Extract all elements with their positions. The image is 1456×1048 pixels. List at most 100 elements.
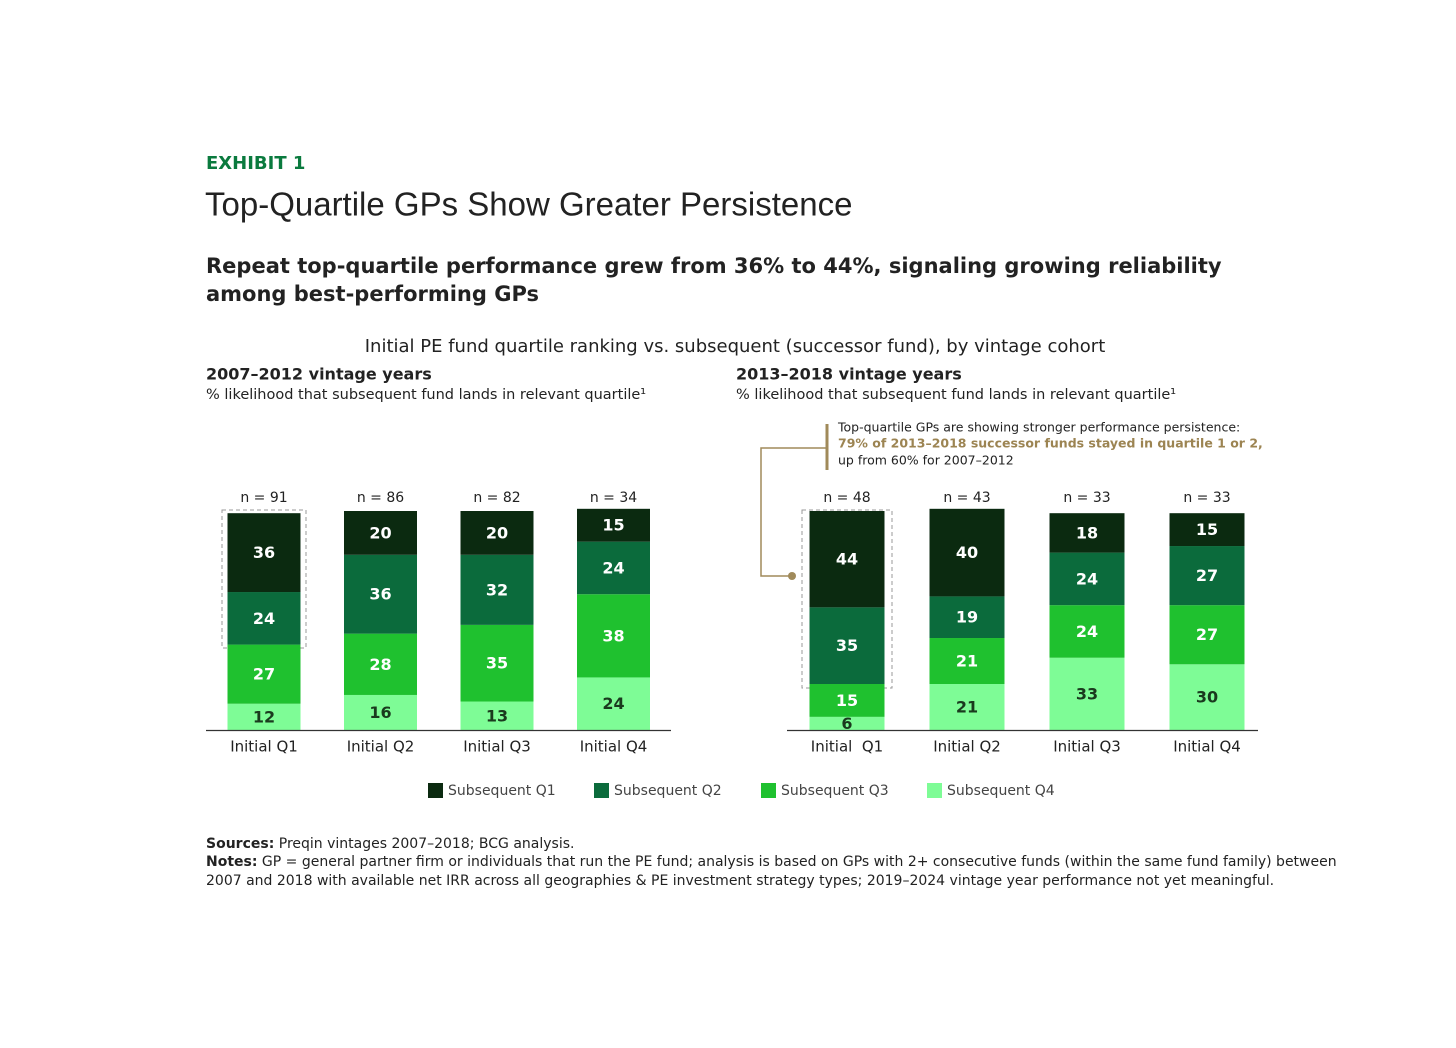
annotation: Top-quartile GPs are showing stronger pe… bbox=[837, 420, 1240, 435]
bar-segment bbox=[1049, 552, 1125, 606]
notes-text: GP = general partner firm or individuals… bbox=[262, 854, 1337, 870]
bar-segment bbox=[344, 554, 417, 634]
bar-segment bbox=[809, 607, 885, 685]
highlight-box bbox=[221, 509, 307, 649]
bar-segment bbox=[460, 511, 534, 555]
data-label: 20 bbox=[486, 523, 508, 542]
data-label: 24 bbox=[253, 609, 275, 628]
bar-segment bbox=[344, 633, 417, 695]
n-label: n = 48 bbox=[823, 490, 870, 506]
bar-segment bbox=[1169, 605, 1245, 665]
bar-segment bbox=[929, 684, 1005, 730]
legend-label: Subsequent Q3 bbox=[781, 783, 889, 799]
chart-title: 2013–2018 vintage years bbox=[736, 365, 962, 384]
bar-segment bbox=[460, 701, 534, 730]
bar-segment bbox=[460, 554, 534, 625]
x-tick-label: Initial Q3 bbox=[463, 738, 531, 756]
n-label: n = 91 bbox=[240, 490, 287, 506]
bar-segment bbox=[577, 508, 650, 542]
annotation: up from 60% for 2007–2012 bbox=[838, 453, 1014, 468]
bar-segment bbox=[577, 594, 650, 678]
data-label: 30 bbox=[1196, 688, 1218, 707]
bar-segment bbox=[1049, 513, 1125, 553]
bar-segment bbox=[344, 511, 417, 555]
chart-subtitle: % likelihood that subsequent fund lands … bbox=[206, 387, 646, 403]
chart-title: 2007–2012 vintage years bbox=[206, 365, 432, 384]
title: Top-Quartile GPs Show Greater Persistenc… bbox=[205, 186, 852, 223]
x-tick-label: Initial Q1 bbox=[811, 738, 883, 756]
data-label: 13 bbox=[486, 706, 508, 725]
subtitle: among best-performing GPs bbox=[206, 282, 539, 306]
bar-segment bbox=[929, 596, 1005, 639]
data-label: 15 bbox=[836, 691, 858, 710]
chart-subtitle: % likelihood that subsequent fund lands … bbox=[736, 387, 1176, 403]
data-label: 44 bbox=[836, 550, 858, 569]
exhibit-label: EXHIBIT 1 bbox=[206, 153, 305, 174]
n-label: n = 82 bbox=[473, 490, 520, 506]
notes-label: Notes: bbox=[206, 854, 257, 870]
data-label: 40 bbox=[956, 543, 978, 562]
data-label: 35 bbox=[836, 636, 858, 655]
data-label: 19 bbox=[956, 608, 978, 627]
bar-segment bbox=[344, 694, 417, 730]
data-label: 24 bbox=[602, 558, 624, 577]
data-label: 24 bbox=[1076, 569, 1098, 588]
x-tick-label: Initial Q2 bbox=[347, 738, 415, 756]
bar-segment bbox=[929, 508, 1005, 597]
bar-segment bbox=[929, 638, 1005, 685]
bar-segment bbox=[577, 677, 650, 730]
bar-segment bbox=[1049, 657, 1125, 730]
data-label: 15 bbox=[602, 516, 624, 535]
bar-segment bbox=[809, 684, 885, 717]
annotation-dot bbox=[788, 572, 796, 580]
bar-segment bbox=[1169, 546, 1245, 606]
x-tick-label: Initial Q2 bbox=[933, 738, 1001, 756]
data-label: 6 bbox=[841, 714, 852, 733]
x-tick-label: Initial Q4 bbox=[580, 738, 648, 756]
bar-segment bbox=[227, 644, 301, 704]
bar-segment bbox=[1169, 664, 1245, 730]
bar-segment bbox=[227, 513, 301, 593]
bar-segment bbox=[809, 511, 885, 608]
bar-segment bbox=[1169, 513, 1245, 547]
data-label: 27 bbox=[253, 665, 275, 684]
data-label: 32 bbox=[486, 580, 508, 599]
sources-text: Preqin vintages 2007–2018; BCG analysis. bbox=[279, 836, 575, 852]
bar-segment bbox=[460, 624, 534, 702]
legend-label: Subsequent Q1 bbox=[448, 783, 556, 799]
data-label: 36 bbox=[369, 585, 391, 604]
legend-label: Subsequent Q4 bbox=[947, 783, 1055, 799]
description: Initial PE fund quartile ranking vs. sub… bbox=[365, 336, 1106, 357]
data-label: 15 bbox=[1196, 520, 1218, 539]
bar-segment bbox=[577, 541, 650, 595]
bar-segment bbox=[227, 592, 301, 645]
notes: Notes: GP = general partner firm or indi… bbox=[206, 854, 1337, 870]
data-label: 35 bbox=[486, 654, 508, 673]
legend-swatch bbox=[761, 783, 776, 798]
subtitle: Repeat top-quartile performance grew fro… bbox=[206, 254, 1222, 278]
notes-text: 2007 and 2018 with available net IRR acr… bbox=[206, 873, 1274, 889]
x-tick-label: Initial Q4 bbox=[1173, 738, 1241, 756]
data-label: 38 bbox=[602, 626, 624, 645]
annotation: 79% of 2013–2018 successor funds stayed … bbox=[838, 436, 1263, 451]
data-label: 21 bbox=[956, 652, 978, 671]
legend-swatch bbox=[428, 783, 443, 798]
data-label: 24 bbox=[602, 694, 624, 713]
data-label: 33 bbox=[1076, 684, 1098, 703]
data-label: 16 bbox=[369, 703, 391, 722]
n-label: n = 34 bbox=[590, 490, 637, 506]
legend-swatch bbox=[594, 783, 609, 798]
bar-segment bbox=[227, 703, 301, 730]
sources-label: Sources: bbox=[206, 836, 274, 852]
bar-segment bbox=[809, 716, 885, 730]
n-label: n = 33 bbox=[1183, 490, 1230, 506]
data-label: 28 bbox=[369, 655, 391, 674]
data-label: 20 bbox=[369, 523, 391, 542]
x-tick-label: Initial Q3 bbox=[1053, 738, 1121, 756]
legend-label: Subsequent Q2 bbox=[614, 783, 722, 799]
n-label: n = 43 bbox=[943, 490, 990, 506]
bar-segment bbox=[1049, 605, 1125, 658]
data-label: 27 bbox=[1196, 566, 1218, 585]
data-label: 21 bbox=[956, 698, 978, 717]
x-tick-label: Initial Q1 bbox=[230, 738, 298, 756]
